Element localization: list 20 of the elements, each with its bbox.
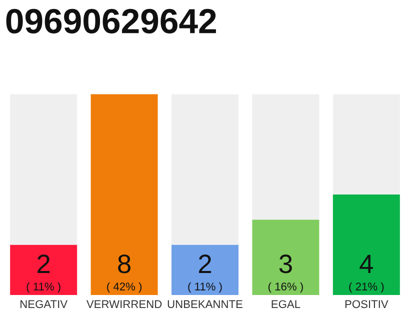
x-tick-label: POSITIV	[345, 300, 388, 308]
bar	[332, 94, 400, 195]
x-tick-label: NEGATIV	[20, 300, 68, 308]
x-tick-label: VERWIRREND	[86, 300, 162, 308]
bar	[10, 244, 78, 296]
bar	[332, 194, 400, 296]
data-label: 3 ( 16% )	[268, 254, 303, 293]
chart-title: 09690629642	[6, 8, 216, 34]
data-label: 4 ( 21% )	[349, 254, 384, 293]
data-label: 8 ( 42% )	[107, 254, 142, 293]
bar	[252, 220, 320, 296]
bar	[172, 94, 238, 245]
data-label: 2 ( 11% )	[188, 254, 222, 293]
data-label: 2 ( 11% )	[26, 254, 60, 293]
bar	[90, 94, 158, 296]
bar	[10, 94, 78, 245]
x-tick-label: EGAL	[272, 300, 300, 308]
bar	[252, 94, 320, 220]
x-tick-label: UNBEKANNTE	[168, 300, 242, 308]
bar	[172, 244, 238, 296]
